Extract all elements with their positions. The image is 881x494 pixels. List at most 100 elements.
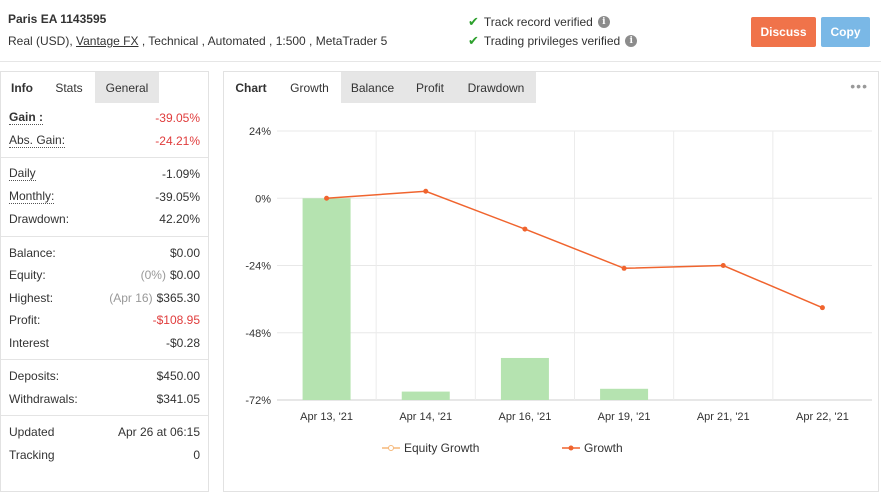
y-tick-label: 0% bbox=[255, 193, 271, 205]
abs-gain-value: -24.21% bbox=[155, 133, 200, 148]
x-tick-label: Apr 19, '21 bbox=[598, 411, 651, 423]
legend-equity-growth-marker bbox=[388, 445, 394, 451]
x-tick-label: Apr 14, '21 bbox=[399, 411, 452, 423]
info-icon[interactable]: i bbox=[597, 16, 610, 28]
stat-row-monthly: Monthly: -39.05% bbox=[9, 186, 200, 209]
trading-privileges-verified: ✔ Trading privileges verified i bbox=[468, 33, 638, 49]
growth-line bbox=[326, 190, 823, 309]
x-tick-label: Apr 16, '21 bbox=[498, 411, 551, 423]
interest-value: -$0.28 bbox=[165, 335, 200, 350]
tab-profit[interactable]: Profit bbox=[404, 72, 456, 103]
stats-list: Gain : -39.05% Abs. Gain: -24.21% Daily … bbox=[1, 103, 208, 466]
deposits-label: Deposits: bbox=[9, 369, 60, 384]
more-options-icon[interactable]: ••• bbox=[850, 78, 868, 94]
checkmark-icon: ✔ bbox=[468, 33, 479, 48]
divider bbox=[1, 359, 208, 360]
equity-growth-bar bbox=[600, 388, 649, 400]
y-tick-label: 24% bbox=[249, 126, 271, 138]
growth-point bbox=[621, 265, 627, 271]
highest-label: Highest: bbox=[9, 290, 54, 305]
highest-value: $365.30 bbox=[156, 290, 200, 305]
stat-row-deposits: Deposits: $450.00 bbox=[9, 365, 200, 388]
stats-panel: Info Stats General Gain : -39.05% Abs. G… bbox=[0, 71, 209, 492]
stat-row-gain: Gain : -39.05% bbox=[9, 107, 200, 130]
gain-label[interactable]: Gain : bbox=[9, 110, 44, 126]
legend-equity-growth-label: Equity Growth bbox=[404, 441, 479, 455]
track-record-verified: ✔ Track record verified i bbox=[468, 14, 610, 30]
tab-chart[interactable]: Chart bbox=[224, 72, 278, 103]
stats-tabs: Info Stats General bbox=[1, 72, 208, 103]
y-tick-label: -72% bbox=[245, 395, 271, 407]
withdrawals-value: $341.05 bbox=[156, 391, 200, 406]
meta-prefix: Real (USD), bbox=[8, 34, 77, 48]
tab-balance[interactable]: Balance bbox=[341, 72, 404, 103]
discuss-button[interactable]: Discuss bbox=[751, 17, 816, 47]
growth-point bbox=[324, 195, 330, 201]
stat-row-highest: Highest: (Apr 16) $365.30 bbox=[9, 287, 200, 310]
drawdown-label: Drawdown: bbox=[9, 212, 70, 227]
tab-general[interactable]: General bbox=[95, 72, 159, 103]
growth-point bbox=[819, 305, 825, 311]
copy-button[interactable]: Copy bbox=[821, 17, 870, 47]
tab-stats[interactable]: Stats bbox=[43, 72, 95, 103]
equity-value: $0.00 bbox=[169, 268, 200, 283]
updated-label: Updated bbox=[9, 425, 55, 440]
divider bbox=[1, 415, 208, 416]
monthly-label[interactable]: Monthly: bbox=[9, 188, 55, 204]
stat-row-daily: Daily -1.09% bbox=[9, 163, 200, 186]
tab-growth[interactable]: Growth bbox=[278, 72, 341, 103]
y-tick-label: -48% bbox=[245, 328, 271, 340]
stat-row-profit: Profit: -$108.95 bbox=[9, 309, 200, 332]
daily-value: -1.09% bbox=[161, 167, 200, 182]
balance-label: Balance: bbox=[9, 245, 56, 260]
equity-label: Equity: bbox=[9, 268, 46, 283]
stat-row-abs-gain: Abs. Gain: -24.21% bbox=[9, 130, 200, 153]
growth-point bbox=[720, 263, 726, 268]
equity-value-group: (0%) $0.00 bbox=[141, 268, 200, 282]
system-header: Paris EA 1143595 Real (USD), Vantage FX … bbox=[0, 0, 881, 62]
daily-label[interactable]: Daily bbox=[9, 166, 36, 182]
divider bbox=[1, 235, 208, 237]
stat-row-updated: Updated Apr 26 at 06:15 bbox=[9, 421, 200, 444]
tab-drawdown[interactable]: Drawdown bbox=[456, 72, 536, 103]
checkmark-icon: ✔ bbox=[468, 14, 479, 29]
stat-row-balance: Balance: $0.00 bbox=[9, 242, 200, 265]
broker-link[interactable]: Vantage FX bbox=[76, 34, 139, 48]
gain-value: -39.05% bbox=[155, 111, 200, 126]
meta-suffix: , Technical , Automated , 1:500 , MetaTr… bbox=[138, 34, 388, 48]
growth-point bbox=[423, 188, 429, 194]
deposits-value: $450.00 bbox=[156, 369, 200, 384]
chart-tabs: Chart Growth Balance Profit Drawdown bbox=[224, 72, 536, 103]
highest-date: (Apr 16) bbox=[109, 290, 153, 305]
interest-label: Interest bbox=[9, 335, 50, 350]
info-icon[interactable]: i bbox=[625, 35, 638, 47]
monthly-value: -39.05% bbox=[155, 189, 200, 204]
drawdown-value: 42.20% bbox=[159, 212, 200, 227]
stat-row-tracking: Tracking 0 bbox=[9, 444, 200, 467]
x-tick-label: Apr 13, '21 bbox=[300, 411, 353, 423]
stat-row-withdrawals: Withdrawals: $341.05 bbox=[9, 388, 200, 411]
stat-row-equity: Equity: (0%) $0.00 bbox=[9, 264, 200, 287]
tab-info[interactable]: Info bbox=[1, 72, 43, 103]
profit-label: Profit: bbox=[9, 313, 41, 328]
abs-gain-label[interactable]: Abs. Gain: bbox=[9, 132, 66, 148]
chart-panel: 24% 0% -24% -48% -72% Apr 13, '21 Apr 14, '21 A… bbox=[223, 71, 879, 492]
profit-value: -$108.95 bbox=[152, 313, 200, 328]
y-tick-label: -24% bbox=[245, 261, 271, 273]
balance-value: $0.00 bbox=[169, 245, 200, 260]
growth-point bbox=[522, 226, 528, 232]
legend-growth-label: Growth bbox=[584, 441, 623, 455]
equity-growth-bar bbox=[500, 357, 549, 400]
updated-value: Apr 26 at 06:15 bbox=[117, 425, 200, 440]
tracking-label: Tracking bbox=[9, 447, 55, 462]
x-tick-label: Apr 21, '21 bbox=[697, 411, 750, 423]
legend-growth-marker bbox=[568, 445, 574, 451]
equity-percent: (0%) bbox=[140, 268, 166, 283]
equity-growth-bar bbox=[302, 198, 351, 400]
stat-row-interest: Interest -$0.28 bbox=[9, 332, 200, 355]
highest-value-group: (Apr 16) $365.30 bbox=[109, 291, 200, 305]
track-record-label: Track record verified bbox=[483, 15, 593, 29]
withdrawals-label: Withdrawals: bbox=[9, 391, 78, 406]
stat-row-drawdown: Drawdown: 42.20% bbox=[9, 208, 200, 231]
trading-privileges-label: Trading privileges verified bbox=[483, 34, 621, 48]
